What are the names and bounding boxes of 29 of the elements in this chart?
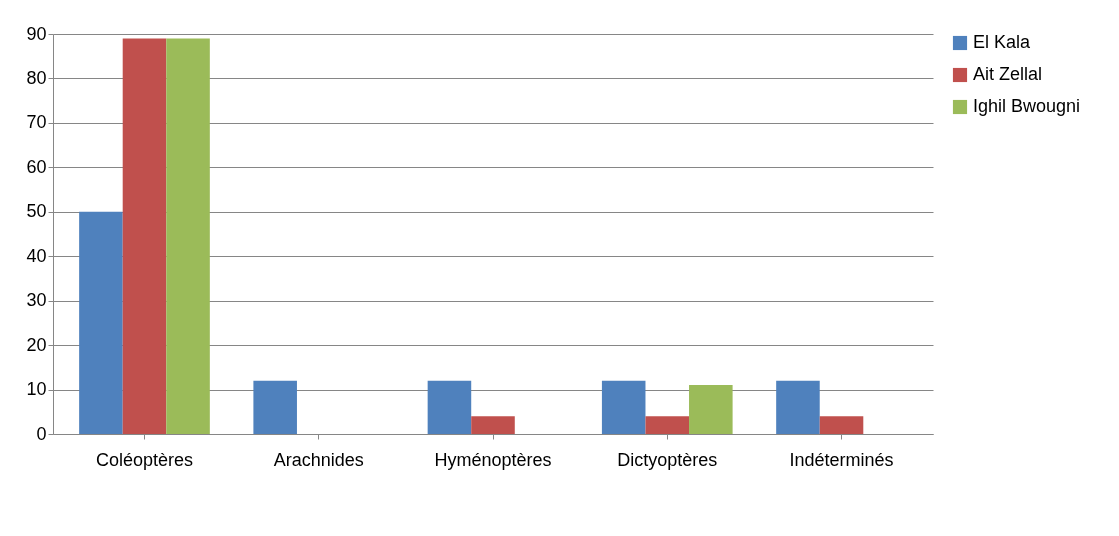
y-tick-label: 60 — [26, 156, 47, 177]
legend-label: Ait Zellal — [973, 64, 1043, 84]
y-tick-label: 90 — [26, 23, 47, 44]
y-tick-label: 70 — [26, 112, 47, 133]
bar — [166, 38, 210, 434]
y-tick-label: 20 — [26, 334, 47, 355]
x-tick-label: Indéterminés — [789, 449, 894, 470]
bar — [776, 380, 820, 434]
y-tick-label: 0 — [36, 423, 47, 444]
y-tick-label: 30 — [26, 290, 47, 311]
bar — [689, 385, 733, 434]
legend-label: Ighil Bwougni — [973, 96, 1081, 116]
y-tick-label: 50 — [26, 201, 47, 222]
x-tick-label: Dictyoptères — [617, 449, 718, 470]
legend-label: El Kala — [973, 32, 1032, 52]
bar — [79, 211, 123, 434]
bar — [819, 416, 864, 434]
bar — [645, 416, 690, 434]
x-tick-label: Hyménoptères — [434, 449, 552, 470]
bar — [427, 380, 472, 434]
bar — [471, 416, 515, 434]
bar — [122, 38, 167, 434]
bar — [253, 380, 297, 434]
x-tick-label: Coléoptères — [95, 449, 194, 470]
bar — [601, 380, 646, 434]
y-tick-label: 40 — [26, 245, 47, 266]
x-tick-label: Arachnides — [273, 449, 364, 470]
y-tick-label: 80 — [26, 67, 47, 88]
y-tick-label: 10 — [26, 379, 47, 400]
